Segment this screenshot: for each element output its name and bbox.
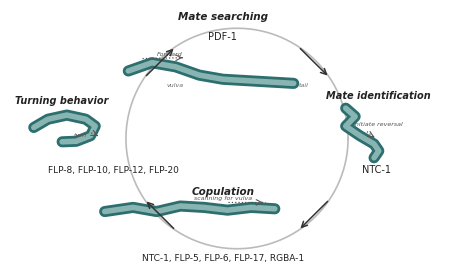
Text: Initiate reversal: Initiate reversal: [353, 122, 402, 127]
Text: Copulation: Copulation: [191, 187, 255, 197]
Text: scanning for vulva: scanning for vulva: [194, 196, 252, 201]
Text: Mate identification: Mate identification: [327, 91, 431, 101]
Text: tail: tail: [299, 83, 308, 88]
Text: turn: turn: [74, 133, 87, 138]
Text: Turning behavior: Turning behavior: [16, 96, 109, 106]
Text: Forward: Forward: [156, 52, 182, 57]
Text: Mate searching: Mate searching: [178, 12, 268, 22]
Text: vulva: vulva: [167, 83, 184, 88]
Text: NTC-1, FLP-5, FLP-6, FLP-17, RGBA-1: NTC-1, FLP-5, FLP-6, FLP-17, RGBA-1: [142, 254, 304, 263]
Text: PDF-1: PDF-1: [209, 32, 237, 42]
Text: FLP-8, FLP-10, FLP-12, FLP-20: FLP-8, FLP-10, FLP-12, FLP-20: [48, 166, 179, 175]
Text: NTC-1: NTC-1: [362, 165, 391, 175]
